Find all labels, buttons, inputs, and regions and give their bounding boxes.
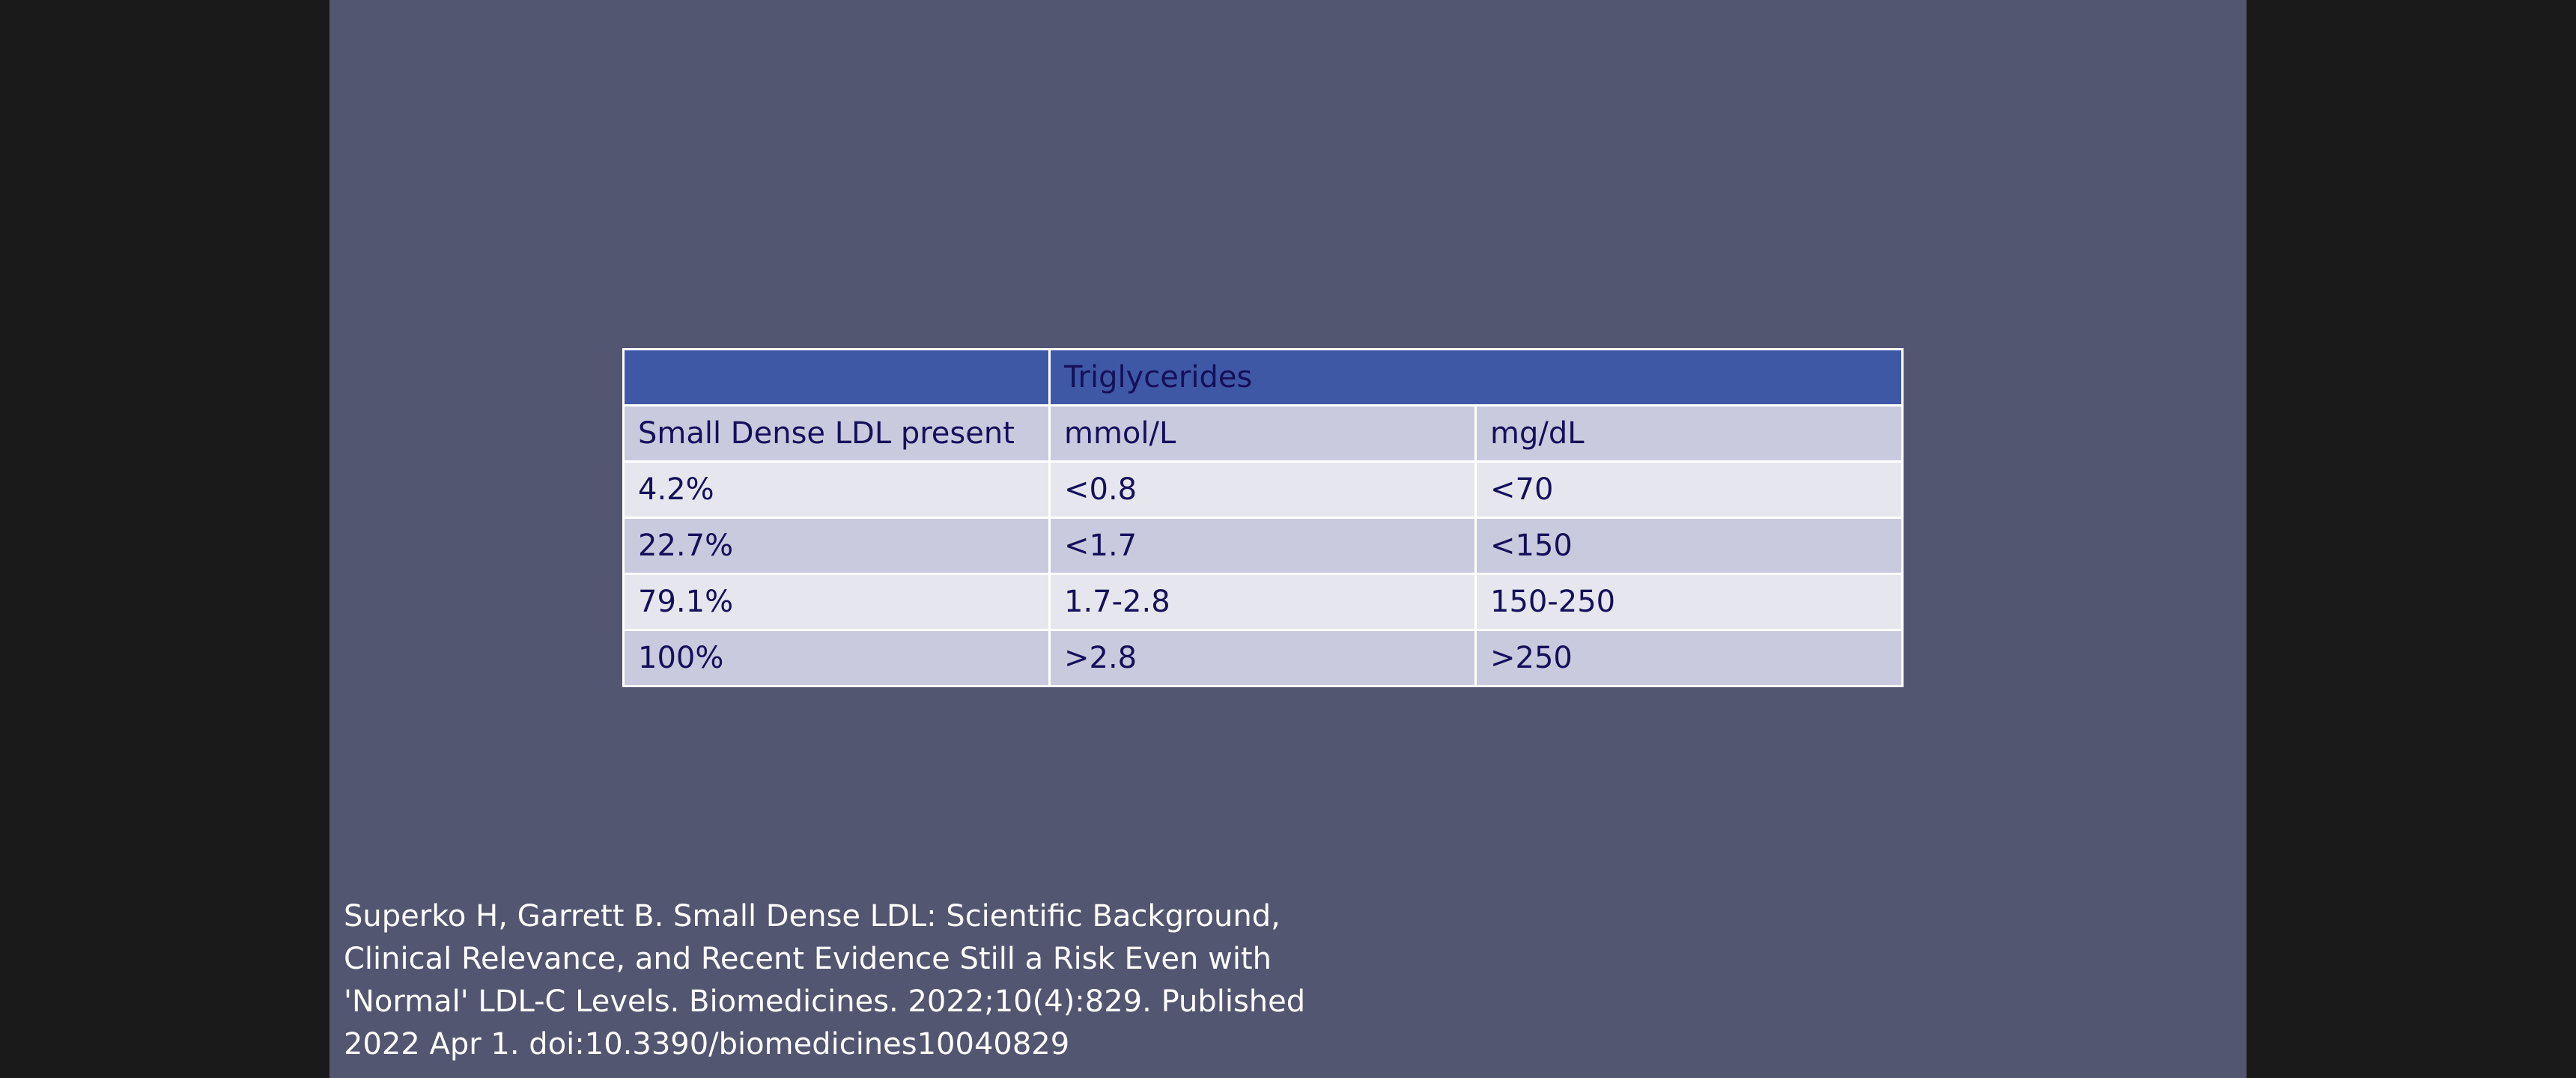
- table-row: 4.2% <0.8 <70: [622, 460, 1904, 519]
- header-triglycerides: Triglycerides: [1048, 348, 1904, 406]
- citation-line: Clinical Relevance, and Recent Evidence …: [344, 942, 1272, 976]
- subheader-mmol: mmol/L: [1048, 404, 1477, 463]
- triglycerides-table: Triglycerides Small Dense LDL present mm…: [622, 348, 1904, 687]
- table-cell: <70: [1474, 460, 1904, 519]
- table-row: 100% >2.8 >250: [622, 629, 1904, 687]
- letterbox-right: [2247, 0, 2576, 1078]
- table-cell: 100%: [622, 629, 1051, 687]
- citation-text: Superko H, Garrett B. Small Dense LDL: S…: [344, 895, 1332, 1066]
- table-cell: 4.2%: [622, 460, 1051, 519]
- citation-line: Superko H, Garrett B. Small Dense LDL: S…: [344, 899, 1281, 934]
- table-cell: 150-250: [1474, 573, 1904, 631]
- subheader-mgdl: mg/dL: [1474, 404, 1904, 463]
- table-cell: <150: [1474, 517, 1904, 575]
- table-subheader-row: Small Dense LDL present mmol/L mg/dL: [622, 404, 1904, 463]
- header-empty-cell: [622, 348, 1051, 406]
- citation-line: 'Normal' LDL-C Levels. Biomedicines. 202…: [344, 984, 1306, 1019]
- table-cell: <1.7: [1048, 517, 1477, 575]
- table-cell: >2.8: [1048, 629, 1477, 687]
- table-cell: 1.7-2.8: [1048, 573, 1477, 631]
- table-header-row: Triglycerides: [622, 348, 1904, 406]
- table-cell: 22.7%: [622, 517, 1051, 575]
- subheader-ldl: Small Dense LDL present: [622, 404, 1051, 463]
- table-cell: >250: [1474, 629, 1904, 687]
- presentation-slide: Triglycerides Small Dense LDL present mm…: [329, 0, 2247, 1078]
- citation-line: 2022 Apr 1. doi:10.3390/biomedicines1004…: [344, 1027, 1070, 1062]
- table-row: 79.1% 1.7-2.8 150-250: [622, 573, 1904, 631]
- letterbox-left: [0, 0, 329, 1078]
- table-cell: 79.1%: [622, 573, 1051, 631]
- table-cell: <0.8: [1048, 460, 1477, 519]
- table-row: 22.7% <1.7 <150: [622, 517, 1904, 575]
